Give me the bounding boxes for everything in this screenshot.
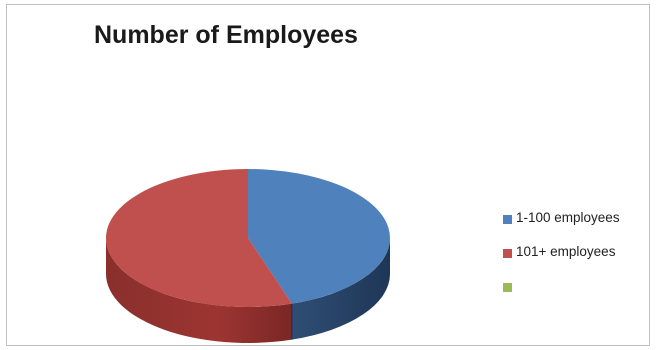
- chart-frame: Number of Employees 1-100 employees 101+…: [6, 4, 650, 346]
- legend-swatch-1-100: [503, 215, 512, 224]
- legend-label-101-plus: 101+ employees: [516, 244, 616, 259]
- pie-side-2: [106, 238, 292, 343]
- pie-chart: [105, 169, 390, 343]
- pie-slice-1: [248, 169, 390, 304]
- pie-slice-2: [105, 169, 292, 308]
- pie-side-1: [291, 238, 390, 340]
- legend-label-1-100: 1-100 employees: [516, 210, 620, 225]
- legend-swatch-101-plus: [503, 249, 512, 258]
- chart-title: Number of Employees: [94, 21, 358, 49]
- legend-swatch-empty: [503, 283, 512, 292]
